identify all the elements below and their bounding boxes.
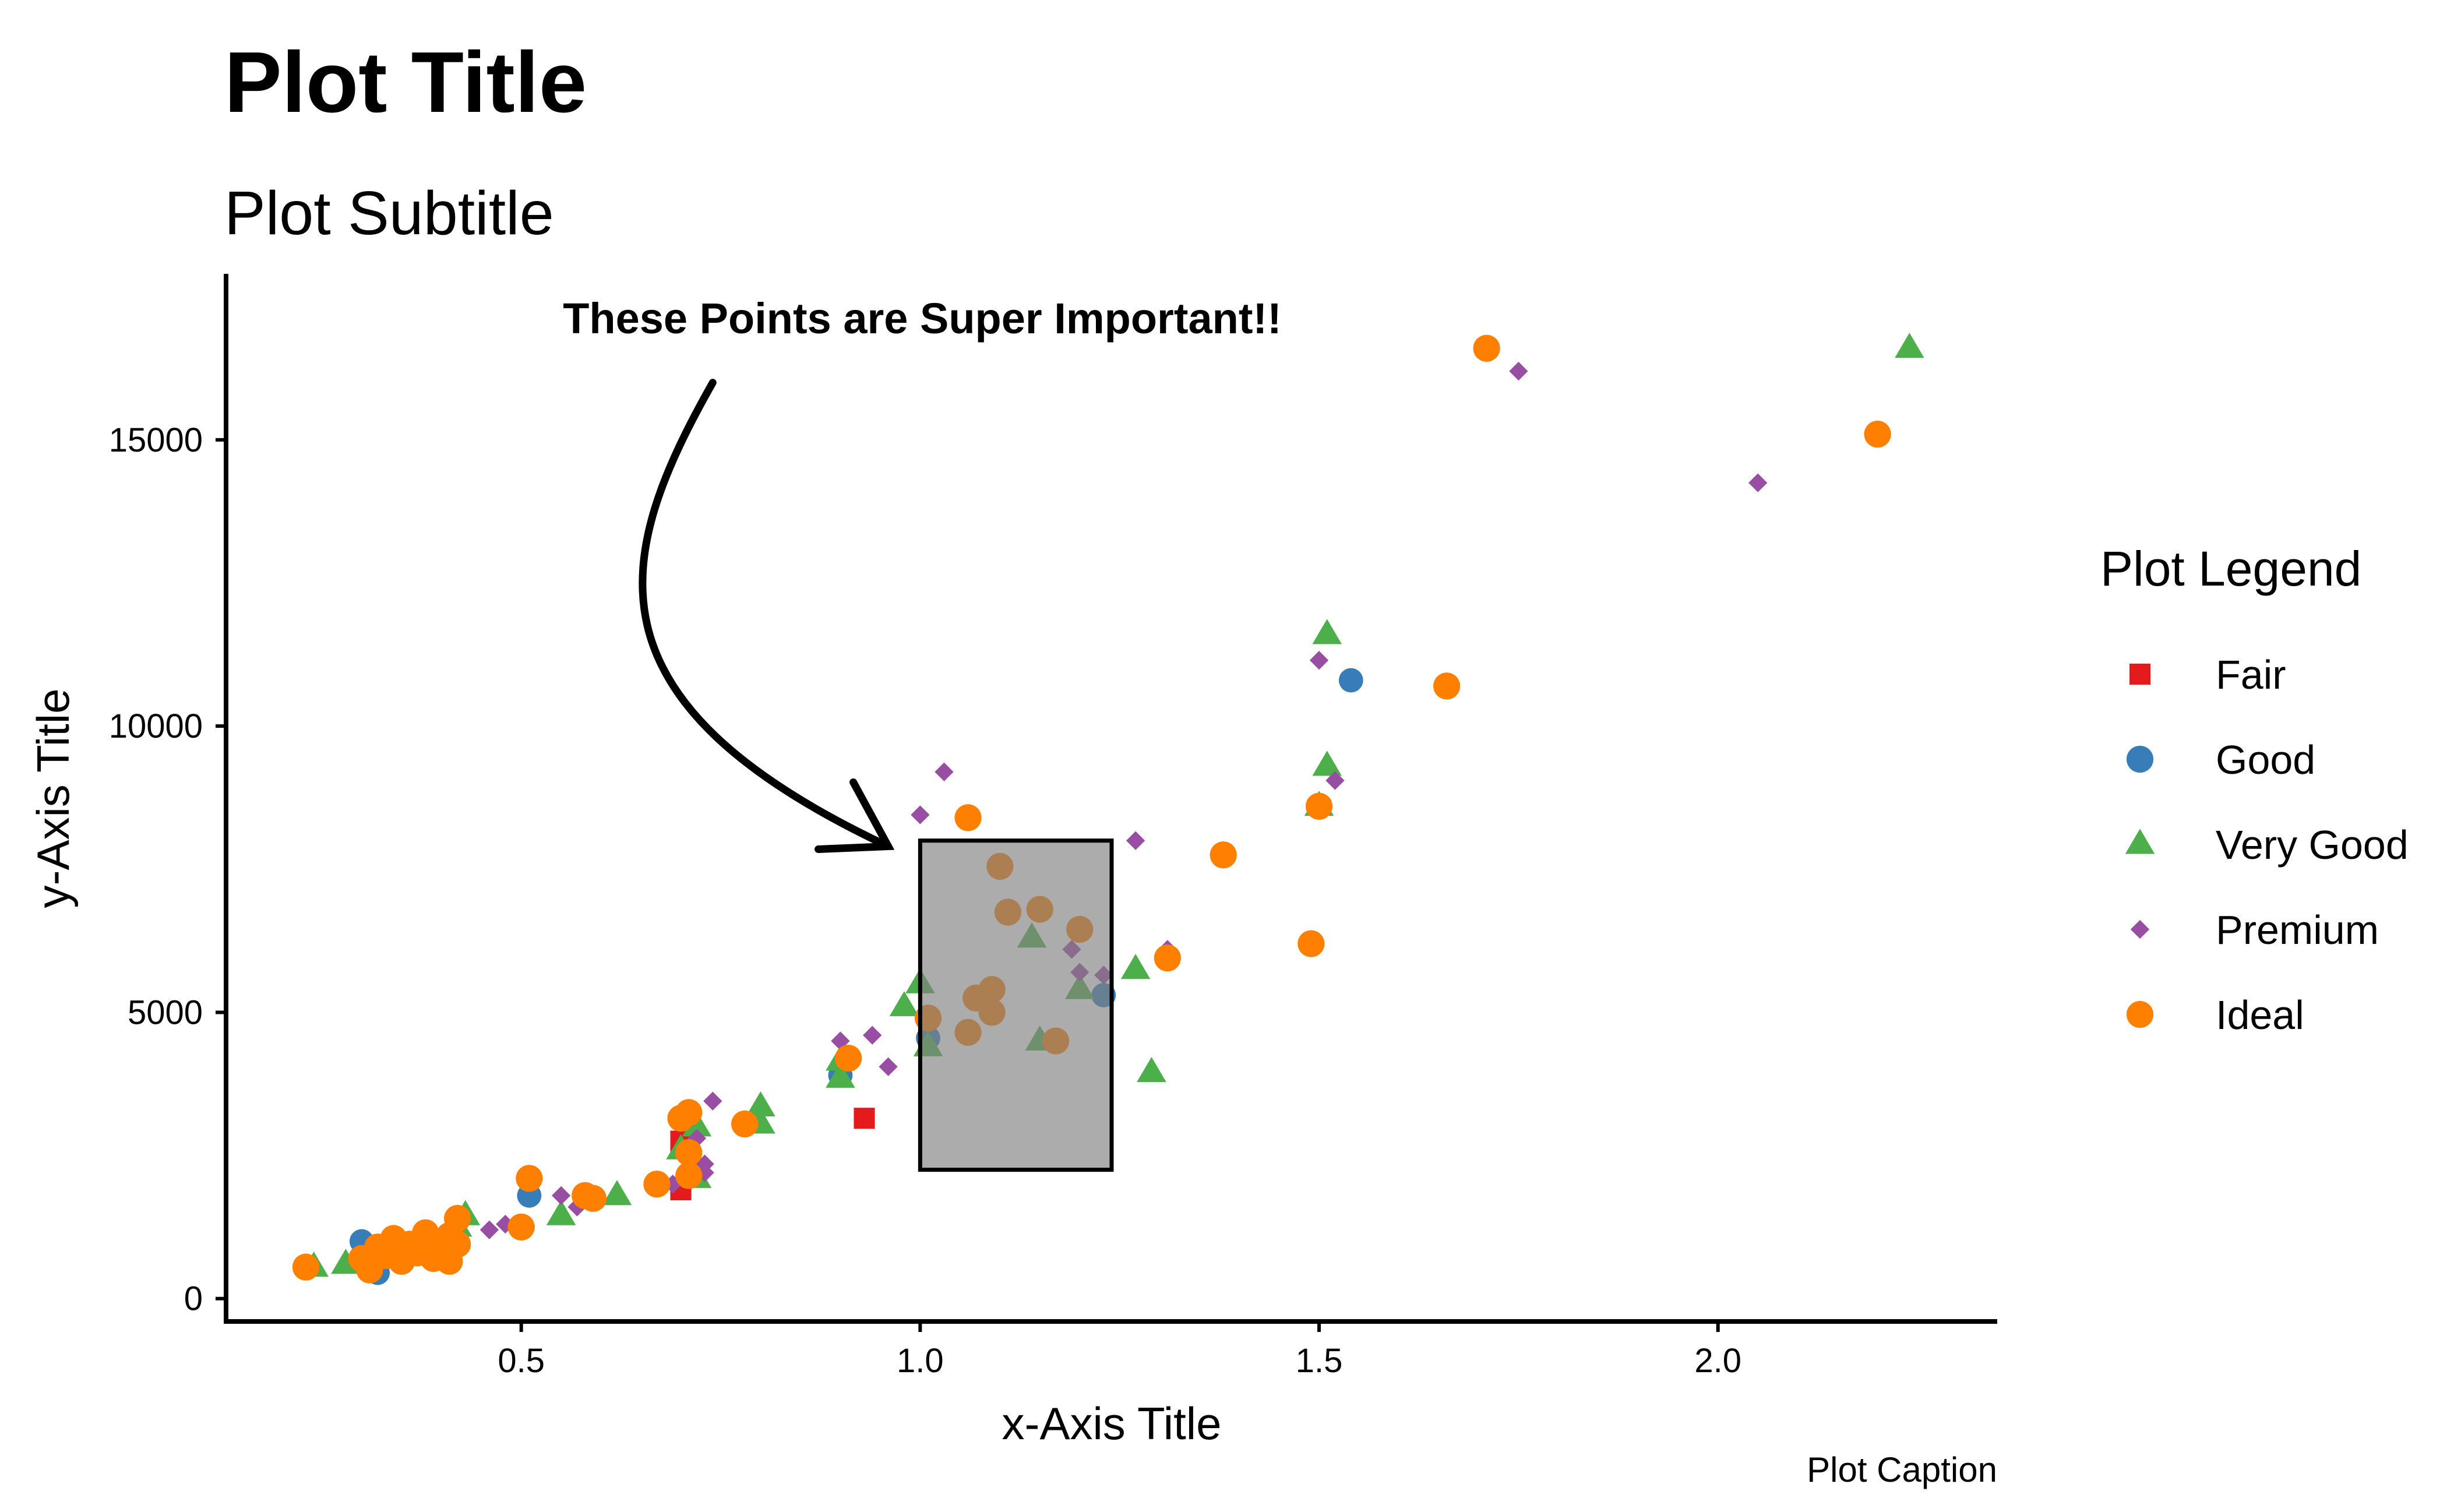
point-fair (854, 1108, 875, 1129)
point-ideal (1305, 792, 1333, 820)
x-tick-label: 2.0 (1694, 1342, 1741, 1380)
annotation-arrow (639, 379, 893, 851)
x-tick-label: 1.5 (1296, 1342, 1343, 1380)
point-ideal (835, 1044, 862, 1072)
y-tick-label: 10000 (109, 707, 203, 745)
point-very-good (826, 1062, 855, 1088)
point-premium (879, 1057, 898, 1076)
point-ideal (444, 1231, 471, 1258)
annotation-arrowhead (815, 778, 895, 854)
point-ideal (1864, 421, 1891, 448)
point-premium (1325, 771, 1345, 790)
point-very-good (602, 1180, 632, 1206)
point-very-good (889, 991, 919, 1017)
legend-title: Plot Legend (2100, 541, 2361, 596)
point-ideal (516, 1165, 543, 1192)
point-very-good (546, 1200, 576, 1225)
y-tick-label: 0 (184, 1280, 203, 1318)
point-very-good (1895, 333, 1924, 358)
plot-title: Plot Title (224, 34, 587, 131)
point-ideal (1297, 930, 1325, 957)
point-premium (911, 805, 930, 824)
legend-key-fair (2129, 663, 2151, 685)
x-tick-label: 0.5 (498, 1342, 545, 1380)
legend-key-very-good (2125, 829, 2155, 854)
point-ideal (507, 1213, 535, 1240)
point-very-good (1120, 954, 1151, 979)
point-premium (1509, 361, 1528, 381)
point-premium (863, 1025, 882, 1045)
point-very-good (682, 1111, 712, 1137)
point-ideal (1473, 334, 1500, 362)
legend-key-ideal (2126, 1000, 2154, 1028)
point-ideal (675, 1162, 703, 1189)
point-premium (551, 1186, 571, 1205)
highlight-rectangle (918, 838, 1114, 1172)
legend-label-very-good: Very Good (2216, 822, 2409, 868)
y-axis-ticks: 0 5000 10000 15000 (109, 421, 226, 1318)
point-very-good (1312, 619, 1342, 644)
legend-label-premium: Premium (2216, 907, 2379, 953)
legend-label-ideal: Ideal (2216, 992, 2304, 1038)
point-ideal (579, 1185, 607, 1212)
x-axis-ticks: 0.5 1.0 1.5 2.0 (498, 1321, 1741, 1380)
point-premium (1126, 831, 1145, 850)
point-premium (479, 1220, 499, 1239)
point-premium (935, 762, 954, 781)
y-axis-title: y-Axis Title (27, 688, 79, 908)
point-very-good (746, 1091, 775, 1117)
legend: Plot Legend Fair Good Very Good Premium Idea… (2100, 541, 2409, 1038)
point-premium (831, 1031, 850, 1051)
point-premium (1748, 473, 1768, 492)
legend-key-premium (2130, 919, 2150, 939)
point-ideal (1433, 672, 1461, 700)
point-ideal (731, 1110, 759, 1138)
legend-label-good: Good (2216, 737, 2315, 783)
y-tick-label: 15000 (109, 421, 203, 459)
legend-label-fair: Fair (2216, 652, 2286, 697)
point-premium (687, 1129, 707, 1148)
point-good (1338, 668, 1363, 693)
point-ideal (1154, 944, 1181, 972)
plot-caption: Plot Caption (1807, 1450, 1997, 1489)
plot-subtitle: Plot Subtitle (224, 179, 554, 248)
x-tick-label: 1.0 (897, 1342, 944, 1380)
point-premium (703, 1091, 722, 1111)
point-very-good (1137, 1057, 1166, 1083)
legend-key-good (2126, 745, 2154, 773)
point-ideal (444, 1205, 471, 1232)
y-tick-label: 5000 (128, 993, 203, 1031)
point-premium (1309, 651, 1329, 670)
point-ideal (675, 1099, 703, 1126)
point-ideal (643, 1171, 671, 1198)
x-axis-title: x-Axis Title (1002, 1398, 1221, 1449)
point-ideal (954, 804, 982, 831)
point-ideal (292, 1253, 320, 1281)
point-premium (567, 1197, 587, 1217)
annotation-text: These Points are Super Important!! (563, 294, 1282, 343)
point-very-good (1312, 750, 1342, 776)
point-ideal (1210, 841, 1237, 869)
point-ideal (675, 1139, 703, 1166)
